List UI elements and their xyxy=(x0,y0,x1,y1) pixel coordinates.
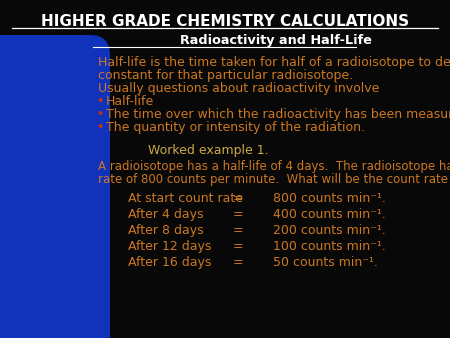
Text: After 8 days: After 8 days xyxy=(128,224,203,237)
Text: •: • xyxy=(96,121,104,134)
Text: rate of 800 counts per minute.  What will be the count rate after 16 days?: rate of 800 counts per minute. What will… xyxy=(98,173,450,186)
Text: Half-life is the time taken for half of a radioisotope to decay.  This value is: Half-life is the time taken for half of … xyxy=(98,56,450,69)
Text: Worked example 1.: Worked example 1. xyxy=(148,144,269,157)
Text: =: = xyxy=(233,208,243,221)
Text: constant for that particular radioisotope.: constant for that particular radioisotop… xyxy=(98,69,353,82)
FancyBboxPatch shape xyxy=(0,35,110,338)
Text: The quantity or intensity of the radiation.: The quantity or intensity of the radiati… xyxy=(106,121,365,134)
Text: =: = xyxy=(233,224,243,237)
Text: =: = xyxy=(233,240,243,253)
Text: 400 counts min⁻¹.: 400 counts min⁻¹. xyxy=(273,208,386,221)
Text: =: = xyxy=(233,192,243,205)
Text: •: • xyxy=(96,108,104,121)
Text: A radioisotope has a half-life of 4 days.  The radioisotope had an initial count: A radioisotope has a half-life of 4 days… xyxy=(98,160,450,173)
Text: After 12 days: After 12 days xyxy=(128,240,212,253)
Text: Radioactivity and Half-Life: Radioactivity and Half-Life xyxy=(180,34,372,47)
Text: The time over which the radioactivity has been measured: The time over which the radioactivity ha… xyxy=(106,108,450,121)
Text: 100 counts min⁻¹.: 100 counts min⁻¹. xyxy=(273,240,386,253)
Text: 200 counts min⁻¹.: 200 counts min⁻¹. xyxy=(273,224,386,237)
Text: HIGHER GRADE CHEMISTRY CALCULATIONS: HIGHER GRADE CHEMISTRY CALCULATIONS xyxy=(41,14,409,29)
Text: 800 counts min⁻¹.: 800 counts min⁻¹. xyxy=(273,192,386,205)
Text: Usually questions about radioactivity involve: Usually questions about radioactivity in… xyxy=(98,82,379,95)
Text: •: • xyxy=(96,95,104,108)
Text: After 16 days: After 16 days xyxy=(128,256,212,269)
Text: =: = xyxy=(233,256,243,269)
Text: Half-life: Half-life xyxy=(106,95,154,108)
Text: At start count rate: At start count rate xyxy=(128,192,243,205)
Text: 50 counts min⁻¹.: 50 counts min⁻¹. xyxy=(273,256,378,269)
Text: After 4 days: After 4 days xyxy=(128,208,203,221)
